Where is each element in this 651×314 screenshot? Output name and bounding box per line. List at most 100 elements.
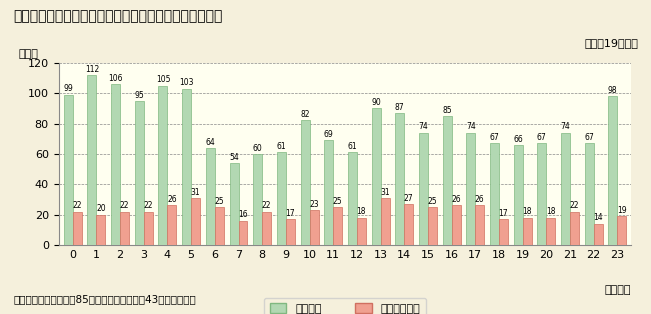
Text: 85: 85 — [442, 106, 452, 115]
Bar — [514, 145, 523, 245]
Bar — [466, 133, 475, 245]
Text: 18: 18 — [522, 207, 532, 216]
Text: 54: 54 — [229, 153, 239, 162]
Bar — [561, 133, 570, 245]
Text: 82: 82 — [300, 110, 310, 119]
Bar — [395, 113, 404, 245]
Bar — [357, 218, 366, 245]
Text: 98: 98 — [608, 86, 618, 95]
Text: （時間）: （時間） — [605, 285, 631, 295]
Bar — [348, 152, 357, 245]
Bar — [570, 212, 579, 245]
Text: 22: 22 — [570, 201, 579, 210]
Bar — [111, 84, 120, 245]
Text: 95: 95 — [135, 90, 144, 100]
Bar — [523, 218, 532, 245]
Text: 25: 25 — [333, 197, 342, 206]
Text: 69: 69 — [324, 130, 333, 139]
Text: 23: 23 — [309, 200, 319, 209]
Text: 22: 22 — [120, 201, 130, 210]
Text: 22: 22 — [144, 201, 153, 210]
Bar — [206, 148, 215, 245]
Text: 22: 22 — [72, 201, 82, 210]
Bar — [277, 152, 286, 245]
Text: 74: 74 — [466, 122, 476, 131]
Text: 60: 60 — [253, 143, 262, 153]
Text: 19: 19 — [617, 206, 626, 215]
Bar — [443, 116, 452, 245]
Text: 14: 14 — [593, 214, 603, 222]
Bar — [301, 121, 309, 245]
Text: 17: 17 — [286, 209, 295, 218]
Text: 26: 26 — [167, 195, 177, 204]
Text: 87: 87 — [395, 103, 404, 112]
Text: 16: 16 — [238, 210, 248, 219]
Text: 26: 26 — [451, 195, 461, 204]
Text: 106: 106 — [108, 74, 123, 83]
Text: 17: 17 — [499, 209, 508, 218]
Text: （注）死亡時刻不明者85人（うち放火自殺者43人）を除く。: （注）死亡時刻不明者85人（うち放火自殺者43人）を除く。 — [13, 295, 196, 305]
Bar — [585, 143, 594, 245]
Bar — [608, 96, 617, 245]
Bar — [333, 207, 342, 245]
Bar — [191, 198, 200, 245]
Bar — [120, 212, 129, 245]
Bar — [594, 224, 603, 245]
Bar — [475, 205, 484, 245]
Text: 103: 103 — [180, 78, 194, 87]
Text: 67: 67 — [584, 133, 594, 142]
Bar — [286, 219, 295, 245]
Text: 99: 99 — [63, 84, 73, 94]
Text: 18: 18 — [546, 207, 555, 216]
Text: 112: 112 — [85, 65, 99, 74]
Bar — [182, 89, 191, 245]
Text: 31: 31 — [380, 188, 390, 197]
Text: 31: 31 — [191, 188, 201, 197]
Text: 26: 26 — [475, 195, 484, 204]
Text: 64: 64 — [206, 138, 215, 147]
Text: 66: 66 — [513, 134, 523, 143]
Text: （人）: （人） — [18, 49, 38, 59]
Text: 67: 67 — [490, 133, 499, 142]
Bar — [87, 75, 96, 245]
Text: 25: 25 — [215, 197, 224, 206]
Bar — [490, 143, 499, 245]
Text: 74: 74 — [419, 122, 428, 131]
Bar — [158, 85, 167, 245]
Bar — [238, 221, 247, 245]
Bar — [215, 207, 224, 245]
Bar — [452, 205, 460, 245]
Bar — [381, 198, 389, 245]
Bar — [499, 219, 508, 245]
Text: 18: 18 — [357, 207, 366, 216]
Bar — [144, 212, 153, 245]
Text: （平成19年中）: （平成19年中） — [584, 38, 638, 48]
Bar — [64, 95, 73, 245]
Text: 61: 61 — [348, 142, 357, 151]
Bar — [135, 101, 144, 245]
Bar — [230, 163, 238, 245]
Legend: 死者総数, 放火自殺者数: 死者総数, 放火自殺者数 — [264, 298, 426, 314]
Bar — [537, 143, 546, 245]
Bar — [309, 210, 318, 245]
Bar — [73, 212, 82, 245]
Text: 25: 25 — [428, 197, 437, 206]
Bar — [419, 133, 428, 245]
Bar — [617, 216, 626, 245]
Text: 67: 67 — [537, 133, 547, 142]
Text: 61: 61 — [277, 142, 286, 151]
Bar — [253, 154, 262, 245]
Text: 20: 20 — [96, 204, 105, 213]
Bar — [167, 205, 176, 245]
Bar — [428, 207, 437, 245]
Text: 90: 90 — [371, 98, 381, 107]
Bar — [262, 212, 271, 245]
Text: 第１－１－５図　時間帯別の火災による死者の発生状況: 第１－１－５図 時間帯別の火災による死者の発生状況 — [13, 9, 223, 24]
Text: 22: 22 — [262, 201, 271, 210]
Bar — [546, 218, 555, 245]
Text: 105: 105 — [156, 75, 171, 84]
Text: 27: 27 — [404, 194, 413, 203]
Bar — [324, 140, 333, 245]
Bar — [96, 214, 105, 245]
Bar — [372, 108, 381, 245]
